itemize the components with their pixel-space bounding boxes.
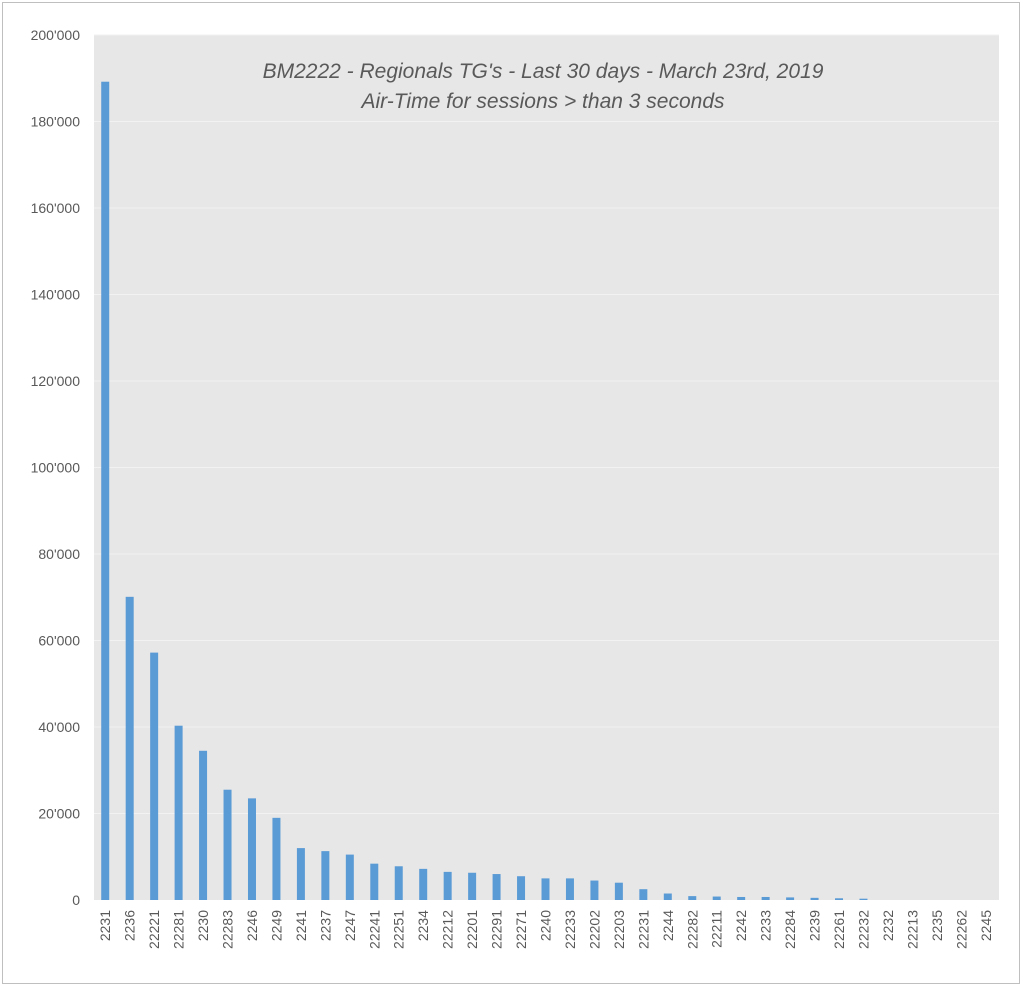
x-axis-tick-labels: 2231 2236 22221 22281 2230 22283 2246 2249 2241 2… [97, 910, 994, 949]
y-tick-label: 80'000 [38, 546, 80, 562]
bar-22251 [394, 866, 403, 900]
x-tick-label: 22251 [391, 910, 407, 949]
bar-22261 [835, 898, 844, 900]
bar-22201 [468, 872, 477, 900]
x-tick-label: 2237 [317, 910, 333, 941]
bar-22233 [565, 878, 574, 900]
bar-2240 [541, 878, 550, 900]
x-tick-label: 22284 [782, 910, 798, 949]
x-tick-label: 2240 [538, 910, 554, 941]
bar-22281 [174, 725, 183, 900]
x-tick-label: 2234 [415, 910, 431, 941]
bar-22211 [712, 896, 721, 900]
chart-title: BM2222 - Regionals TG's - Last 30 days -… [263, 60, 824, 83]
bar-2242 [737, 896, 746, 900]
x-tick-label: 22211 [709, 910, 725, 948]
x-tick-label: 22291 [489, 910, 505, 949]
y-tick-label: 100'000 [31, 460, 81, 476]
bar-22271 [517, 876, 526, 900]
y-tick-label: 20'000 [38, 806, 80, 822]
x-tick-label: 22202 [586, 910, 602, 949]
bar-2233 [761, 896, 770, 900]
bar-2236 [125, 596, 134, 900]
chart-subtitle: Air-Time for sessions > than 3 seconds [359, 90, 725, 113]
x-tick-label: 2244 [660, 910, 676, 941]
y-tick-label: 60'000 [38, 633, 80, 649]
bar-22202 [590, 880, 599, 900]
x-tick-label: 22233 [562, 910, 578, 949]
bar-2244 [663, 893, 672, 900]
bar-22231 [639, 889, 648, 900]
x-tick-label: 22221 [146, 910, 162, 949]
y-tick-label: 200'000 [31, 27, 81, 43]
x-tick-label: 2247 [342, 910, 358, 941]
x-tick-label: 22213 [904, 910, 920, 949]
x-tick-label: 22262 [953, 910, 969, 949]
x-tick-label: 2245 [978, 910, 994, 941]
bar-22221 [150, 652, 159, 900]
bar-2237 [321, 851, 330, 900]
x-tick-label: 2235 [929, 910, 945, 941]
bar-2247 [345, 854, 354, 900]
bar-22284 [786, 897, 795, 900]
x-tick-label: 2232 [880, 910, 896, 941]
x-tick-label: 22232 [855, 910, 871, 949]
x-tick-label: 2242 [733, 910, 749, 941]
bar-22232 [859, 898, 868, 900]
x-tick-label: 22283 [220, 910, 236, 949]
x-tick-label: 2230 [195, 910, 211, 941]
x-tick-label: 22282 [684, 910, 700, 949]
gridlines [94, 34, 999, 814]
bar-2246 [247, 798, 256, 900]
bar-22291 [492, 874, 501, 900]
y-tick-label: 180'000 [31, 114, 81, 130]
y-tick-label: 0 [72, 892, 80, 908]
x-tick-label: 2239 [807, 910, 823, 941]
bar-2241 [296, 848, 305, 900]
x-tick-label: 22271 [513, 910, 529, 949]
x-tick-label: 2236 [122, 910, 138, 941]
bar-22282 [688, 896, 697, 900]
bar-22241 [370, 863, 379, 900]
x-tick-label: 22203 [611, 910, 627, 949]
bar-22203 [614, 882, 623, 900]
x-tick-label: 22212 [440, 910, 456, 949]
x-tick-label: 22231 [635, 910, 651, 949]
y-tick-label: 40'000 [38, 719, 80, 735]
bar-22283 [223, 789, 232, 900]
x-tick-label: 2246 [244, 910, 260, 941]
y-axis-tick-labels: 0 20'000 40'000 60'000 80'000 100'000 120'000 1… [31, 27, 81, 908]
y-tick-label: 120'000 [31, 373, 81, 389]
x-tick-label: 2233 [758, 910, 774, 941]
x-tick-label: 2231 [97, 910, 113, 941]
x-tick-label: 22241 [366, 910, 382, 949]
bar-2231 [101, 81, 110, 900]
bar-22212 [443, 871, 452, 900]
bar-2234 [419, 868, 428, 900]
y-tick-label: 160'000 [31, 200, 81, 216]
x-tick-label: 2241 [293, 910, 309, 941]
bar-2249 [272, 817, 281, 900]
x-tick-label: 22201 [464, 910, 480, 949]
y-tick-label: 140'000 [31, 287, 81, 303]
x-tick-label: 2249 [268, 910, 284, 941]
x-tick-label: 22261 [831, 910, 847, 949]
bars [101, 81, 868, 900]
bar-2239 [810, 897, 819, 900]
bar-2230 [199, 750, 208, 900]
x-tick-label: 22281 [171, 910, 187, 949]
